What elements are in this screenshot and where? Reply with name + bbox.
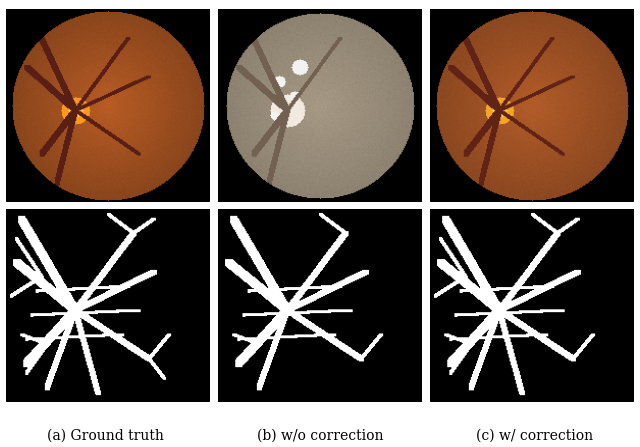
Text: (b) w/o correction: (b) w/o correction <box>257 429 383 443</box>
Text: (c) w/ correction: (c) w/ correction <box>476 429 593 443</box>
Text: (a) Ground truth: (a) Ground truth <box>47 429 164 443</box>
